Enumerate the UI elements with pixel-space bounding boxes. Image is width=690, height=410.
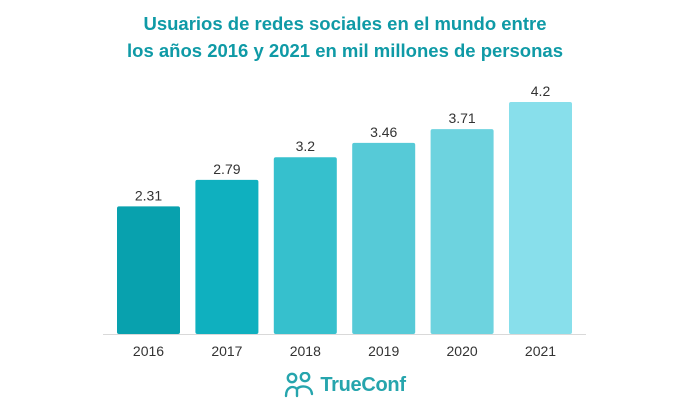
value-label-2020: 3.71 (448, 110, 475, 126)
x-tick-label-2018: 2018 (290, 343, 321, 359)
x-tick-label-2020: 2020 (447, 343, 478, 359)
value-label-2021: 4.2 (531, 83, 551, 99)
value-label-2018: 3.2 (296, 138, 316, 154)
bars-group (117, 102, 572, 334)
bar-2018 (273, 157, 337, 334)
value-label-2019: 3.46 (370, 124, 397, 140)
x-tick-label-2016: 2016 (133, 343, 164, 359)
bar-2020 (430, 129, 494, 334)
x-tick-label-2021: 2021 (525, 343, 556, 359)
bar-2017 (195, 179, 259, 334)
brand-logo: TrueConf (0, 372, 690, 398)
value-labels-group: 2.31 2.79 3.2 3.46 3.71 4.2 (135, 83, 551, 203)
tick-labels-group: 2016 2017 2018 2019 2020 2021 (133, 343, 556, 359)
bar-chart: 2.312.793.23.463.714.2 2016 2017 2018 2019 2… (103, 83, 586, 359)
chart-title: Usuarios de redes sociales en el mundo e… (0, 10, 690, 64)
value-label-2017: 2.79 (213, 161, 240, 177)
value-label-2016: 2.31 (135, 187, 162, 203)
x-tick-label-2017: 2017 (211, 343, 242, 359)
chart-title-line-1: Usuarios de redes sociales en el mundo e… (143, 13, 547, 34)
bar-2021 (509, 102, 572, 334)
chart-title-line-2: los años 2016 y 2021 en mil millones de … (127, 40, 563, 61)
x-tick-label-2019: 2019 (368, 343, 399, 359)
bar-2019 (352, 142, 416, 334)
people-icon (285, 372, 314, 398)
brand-name: TrueConf (320, 373, 406, 396)
bar-2016 (117, 206, 180, 334)
